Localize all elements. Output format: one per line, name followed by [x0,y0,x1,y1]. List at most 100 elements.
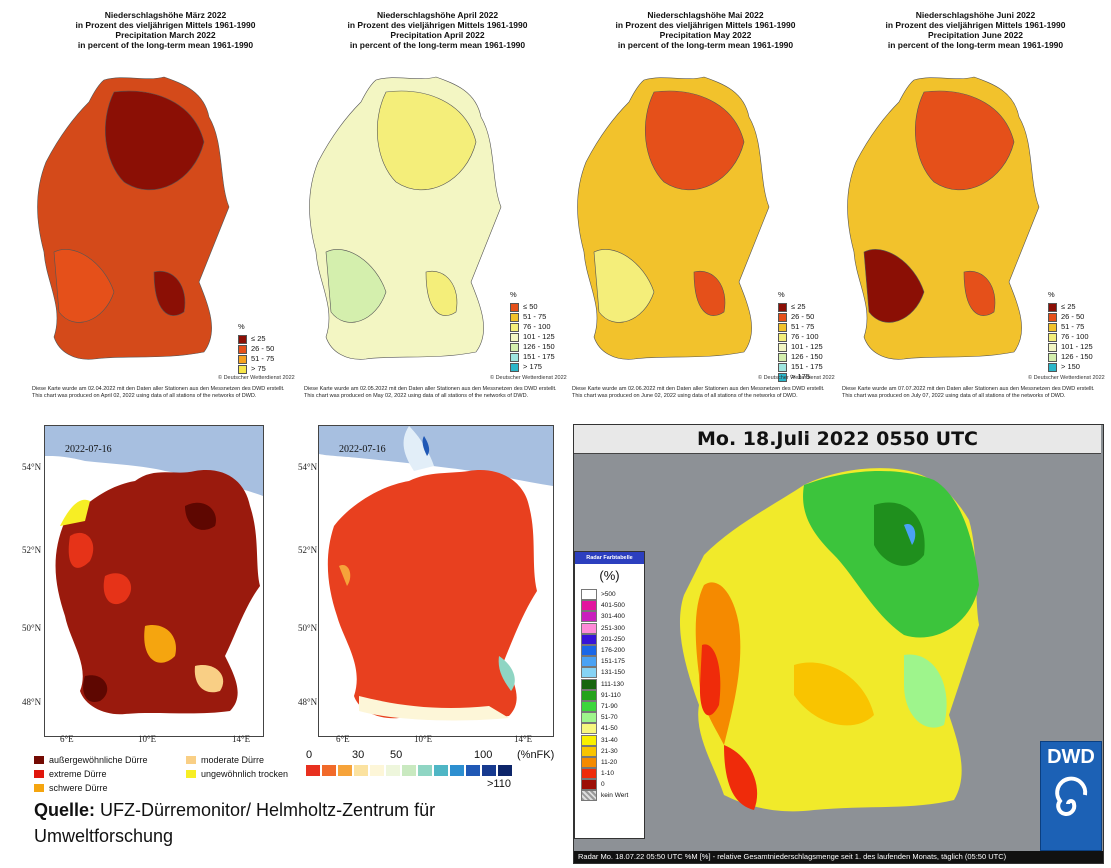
lon-label: 6°E [60,734,74,744]
radar-legend-item: 201-250 [575,633,644,645]
lat-label: 54°N [298,462,318,472]
legend-swatch [581,790,597,802]
map-title: Niederschlagshöhe Mai 2022 in Prozent des… [568,10,843,50]
legend-swatch [510,332,519,342]
nfk-scale-label: 0 [306,749,313,761]
legend-label: > 150 [1061,362,1080,371]
map-copyright: © Deutscher Wetterdienst 2022 [490,375,567,381]
legend-label: ≤ 25 [251,334,266,343]
legend-swatch [778,302,787,312]
drought-legend-right: moderate Dürre ungewöhnlich trocken [186,753,288,781]
legend-label: 151-175 [601,658,625,666]
source-label: Quelle: [34,800,96,820]
map-copyright: © Deutscher Wetterdienst 2022 [1028,375,1105,381]
legend-label: ungewöhnlich trocken [201,769,289,779]
map-legend-item: 151 - 175 [778,362,823,372]
drought-legend-item: außergewöhnliche Dürre [34,753,148,767]
radar-legend-item: 91-110 [575,689,644,701]
map-copyright: © Deutscher Wetterdienst 2022 [218,375,295,381]
map-legend-item: 101 - 125 [510,332,555,342]
map-title-line: Precipitation April 2022 [390,30,485,40]
legend-swatch [581,768,597,780]
map-title-line: in percent of the long-term mean 1961-19… [349,40,526,50]
map-footnote-line: Diese Karte wurde am 07.07.2022 mit den … [842,386,1095,392]
legend-swatch [581,712,597,724]
nfk-scale-swatch [322,765,336,776]
legend-swatch [510,362,519,372]
dwd-logo-text: DWD [1047,746,1095,768]
legend-label: 51-70 [601,714,618,722]
legend-swatch [34,784,44,792]
map-title-line: in Prozent des vieljährigen Mittels 1961… [615,20,796,30]
legend-label: 101 - 125 [523,332,555,341]
legend-swatch [34,770,44,778]
radar-legend-item: 31-40 [575,734,644,746]
map-legend-item: 151 - 175 [510,352,555,362]
legend-swatch [510,352,519,362]
map-legend-item: 126 - 150 [1048,352,1093,362]
radar-legend-item: 71-90 [575,700,644,712]
dwd-logo: DWD [1040,741,1102,851]
map-title-line: in percent of the long-term mean 1961-19… [617,40,794,50]
map-title-line: Niederschlagshöhe Mai 2022 [647,10,764,20]
radar-legend-item: 301-400 [575,611,644,623]
legend-label: 51 - 75 [791,322,815,331]
lon-label: 14°E [514,734,533,744]
nfk-scale-swatch [434,765,448,776]
map-legend: % ≤ 25 26 - 50 51 - 75 76 - 100 101 - 125 126 … [778,290,823,382]
legend-label: extreme Dürre [49,769,107,779]
legend-swatch [778,372,787,382]
legend-label: 71-90 [601,702,618,710]
legend-label: 126 - 150 [523,342,555,351]
nfk-scale-label: 100 [474,749,493,761]
radar-legend-item: 1-10 [575,768,644,780]
legend-swatch [1048,322,1057,332]
radar-legend-item: 111-130 [575,678,644,690]
map-title-line: Precipitation March 2022 [115,30,216,40]
radar-legend-rows: >500 401-500 301-400 251-300 201-250 176-200 1… [575,589,644,802]
drought-map-topsoil: 2022-07-16 [44,425,264,737]
legend-swatch [581,734,597,746]
nfk-scale-swatch [370,765,384,776]
radar-legend-item: 51-70 [575,712,644,724]
legend-label: 76 - 100 [1061,332,1089,341]
lat-label: 50°N [298,623,318,633]
legend-swatch [34,756,44,764]
legend-label: ≤ 50 [523,302,538,311]
map-footnote-line: This chart was produced on July 07, 2022… [842,393,1066,399]
legend-label: 251-300 [601,624,625,632]
map-legend: % ≤ 25 26 - 50 51 - 75 76 - 100 101 - 125 126 … [1048,290,1093,372]
map-title-line: in Prozent des vieljährigen Mittels 1961… [347,20,528,30]
radar-legend-item: 401-500 [575,600,644,612]
legend-label: 51 - 75 [251,354,275,363]
legend-label: ≤ 25 [791,302,806,311]
legend-label: außergewöhnliche Dürre [49,755,148,765]
drought-legend-item: ungewöhnlich trocken [186,767,288,781]
legend-label: 21-30 [601,747,618,755]
legend-swatch [1048,362,1057,372]
legend-swatch [238,344,247,354]
legend-label: 1-10 [601,770,615,778]
radar-legend-item: 21-30 [575,745,644,757]
legend-swatch [581,622,597,634]
map-legend-unit: % [778,290,785,299]
drought-legend-item: schwere Dürre [34,781,148,795]
legend-swatch [1048,302,1057,312]
legend-swatch [238,364,247,374]
legend-swatch [510,322,519,332]
map-title-line: in Prozent des vieljährigen Mittels 1961… [75,20,256,30]
drought-legend-item: extreme Dürre [34,767,148,781]
lon-label: 6°E [336,734,350,744]
map-legend: % ≤ 50 51 - 75 76 - 100 101 - 125 126 - 150 15… [510,290,555,372]
germany-map [847,76,1040,360]
map-legend-item: 51 - 75 [510,312,555,322]
map-legend-item: 76 - 100 [510,322,555,332]
lat-label: 48°N [298,697,318,707]
legend-label: >500 [601,591,616,599]
legend-swatch [581,689,597,701]
nfk-scale-swatch [466,765,480,776]
radar-map-graphic [574,453,1103,863]
legend-label: 126 - 150 [1061,352,1093,361]
radar-legend-item: 251-300 [575,622,644,634]
legend-swatch [778,322,787,332]
